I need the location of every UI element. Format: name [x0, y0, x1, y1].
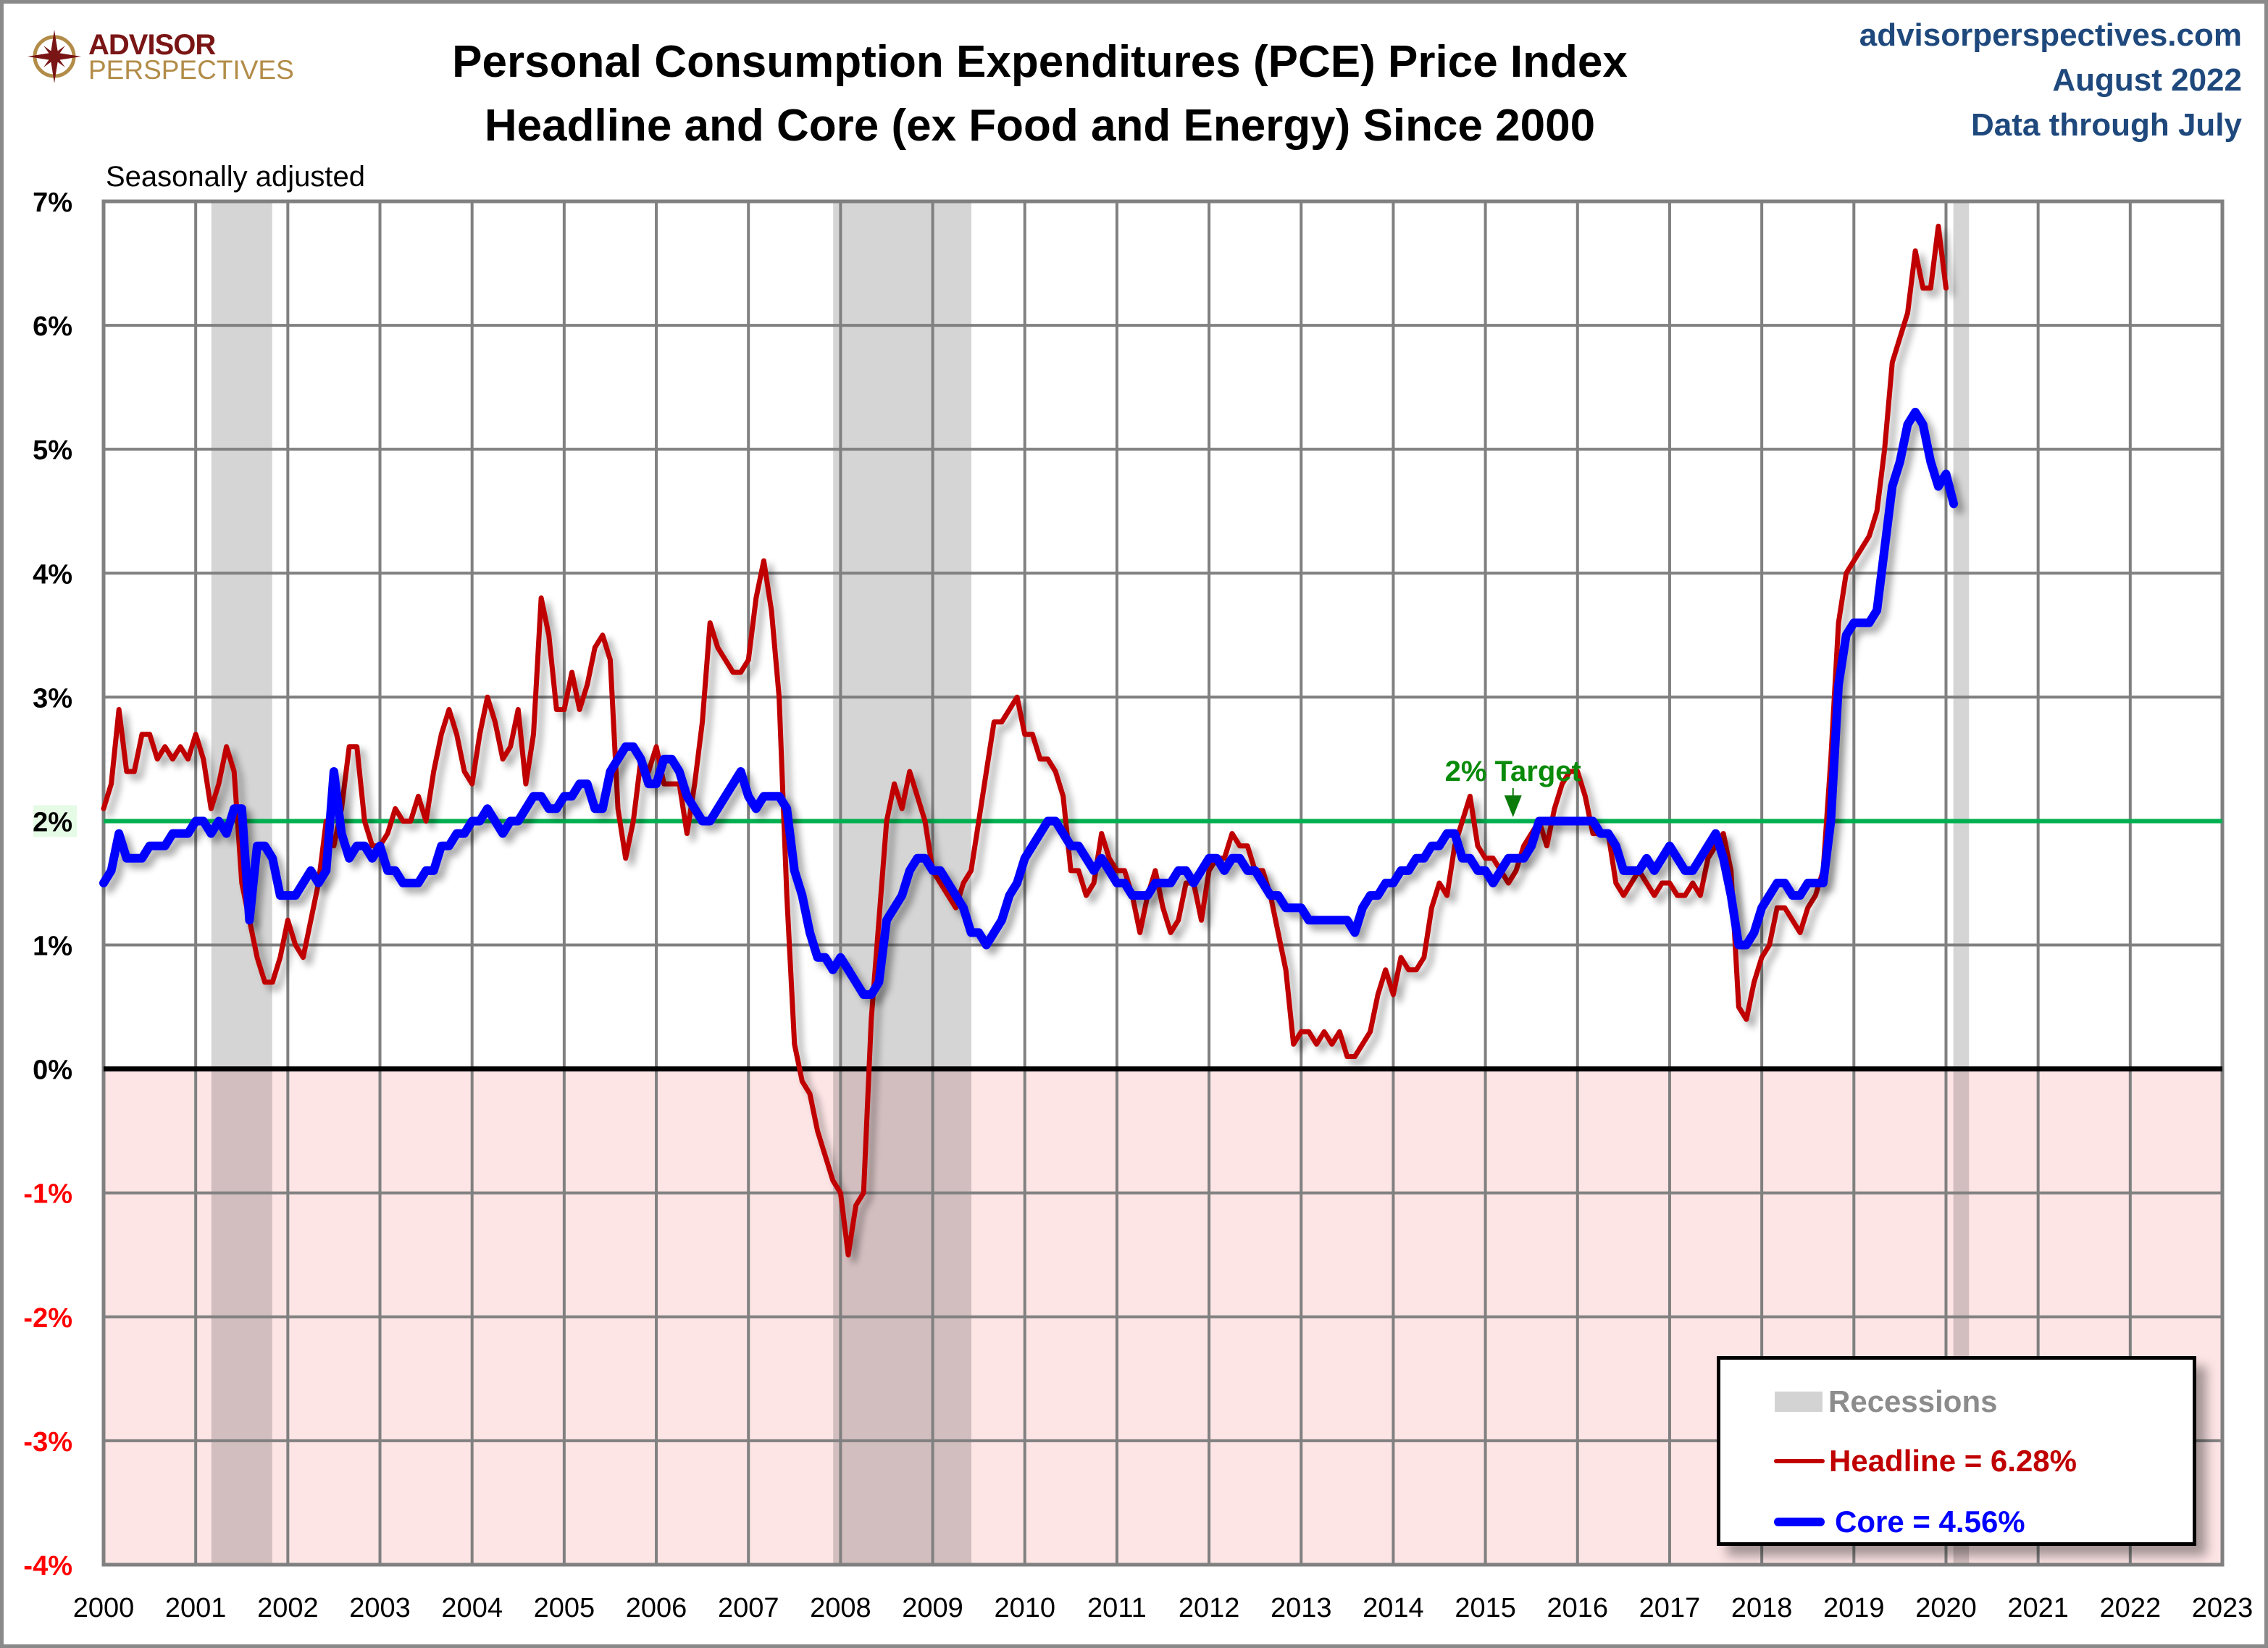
- x-tick-label: 2008: [810, 1593, 871, 1623]
- target-tick-highlight: [33, 805, 77, 837]
- target-annotation-label: 2% Target: [1445, 756, 1581, 787]
- y-tick-label: 3%: [33, 683, 72, 714]
- y-tick-label: 6%: [33, 311, 72, 342]
- y-tick-label: 1%: [33, 932, 72, 962]
- y-tick-label: -2%: [23, 1303, 72, 1334]
- legend-label-recessions: Recessions: [1828, 1384, 1998, 1418]
- advisor-perspectives-logo: ADVISOR PERSPECTIVES: [26, 28, 294, 85]
- recession-band: [1953, 201, 1970, 1565]
- y-tick-label: -4%: [23, 1551, 72, 1581]
- x-tick-label: 2017: [1639, 1593, 1701, 1623]
- y-tick-label: 5%: [33, 435, 72, 466]
- y-tick-label: -1%: [23, 1179, 72, 1210]
- chart-title: Personal Consumption Expenditures (PCE) …: [0, 30, 2268, 158]
- source-date: August 2022: [2052, 62, 2242, 98]
- x-tick-label: 2021: [2007, 1593, 2069, 1623]
- series-lines: [99, 223, 1959, 1258]
- title-line-1: Personal Consumption Expenditures (PCE) …: [452, 37, 1628, 87]
- x-tick-label: 2023: [2192, 1593, 2254, 1623]
- title-line-2: Headline and Core (ex Food and Energy) S…: [484, 101, 1596, 151]
- x-tick-label: 2020: [1915, 1593, 1977, 1623]
- logo-line-2: PERSPECTIVES: [88, 54, 294, 85]
- reference-lines: [104, 819, 2222, 1072]
- target-arrow-icon: [1504, 795, 1522, 817]
- x-tick-label: 2018: [1731, 1593, 1793, 1623]
- x-tick-label: 2004: [441, 1593, 503, 1623]
- y-tick-label: 4%: [33, 559, 72, 590]
- legend-label-core: Core = 4.56%: [1835, 1505, 2025, 1539]
- source-block: advisorperspectives.com August 2022 Data…: [1859, 13, 2242, 148]
- legend-label-headline: Headline = 6.28%: [1829, 1444, 2077, 1478]
- core-series-line: [99, 407, 1959, 999]
- x-tick-label: 2006: [626, 1593, 687, 1623]
- recession-swatch: [1775, 1392, 1823, 1412]
- x-tick-label: 2015: [1455, 1593, 1516, 1623]
- x-tick-label: 2011: [1087, 1593, 1147, 1623]
- x-tick-label: 2010: [994, 1593, 1055, 1623]
- x-tick-label: 2022: [2100, 1593, 2162, 1623]
- x-tick-label: 2016: [1547, 1593, 1609, 1623]
- x-tick-label: 2003: [349, 1593, 411, 1623]
- headline-swatch: [1774, 1459, 1825, 1463]
- x-tick-label: 2012: [1179, 1593, 1240, 1623]
- legend-item-headline: Headline = 6.28%: [1720, 1444, 2077, 1478]
- x-tick-label: 2005: [534, 1593, 595, 1623]
- y-tick-label: 7%: [33, 188, 72, 218]
- seasonally-adjusted-note: Seasonally adjusted: [106, 161, 366, 193]
- compass-star-icon: [28, 30, 81, 83]
- core-swatch: [1774, 1518, 1825, 1526]
- y-tick-label: 0%: [33, 1055, 72, 1086]
- x-tick-label: 2013: [1271, 1593, 1332, 1623]
- gridlines: [101, 199, 2225, 1567]
- x-tick-label: 2009: [902, 1593, 963, 1623]
- source-site: advisorperspectives.com: [1859, 17, 2242, 53]
- source-note: Data through July: [1970, 107, 2242, 143]
- y-tick-label: 2%: [33, 807, 72, 837]
- x-tick-label: 2000: [73, 1593, 135, 1623]
- x-tick-label: 2019: [1823, 1593, 1885, 1623]
- annotations: 2% Target: [1445, 756, 1581, 817]
- x-tick-label: 2002: [257, 1593, 319, 1623]
- logo-line-1: ADVISOR: [88, 28, 216, 61]
- axis-labels: 7% 6% 5% 4% 3% 2% 1% 0% -1% -2% -3% -4%2000 2001 2002…: [23, 188, 2253, 1623]
- x-tick-label: 2001: [165, 1593, 227, 1623]
- y-tick-label: -3%: [23, 1427, 72, 1457]
- x-tick-label: 2014: [1363, 1593, 1424, 1623]
- legend: Recessions Headline = 6.28% Core = 4.56%: [1717, 1356, 2196, 1546]
- legend-item-core: Core = 4.56%: [1720, 1505, 2025, 1539]
- x-tick-label: 2007: [718, 1593, 779, 1623]
- legend-item-recessions: Recessions: [1720, 1384, 1997, 1419]
